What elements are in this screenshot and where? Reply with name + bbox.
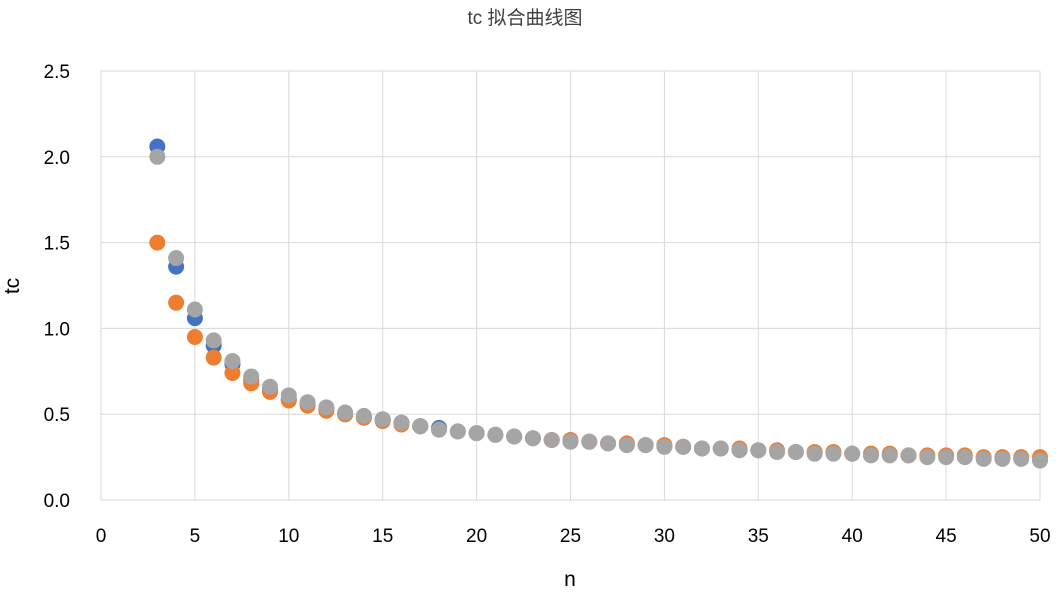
data-point	[618, 437, 635, 454]
data-point	[243, 368, 260, 385]
data-point	[149, 234, 166, 251]
data-point	[374, 411, 391, 428]
data-point	[205, 332, 222, 349]
data-point	[881, 447, 898, 464]
data-point	[825, 445, 842, 462]
data-point	[919, 449, 936, 466]
data-point	[280, 387, 297, 404]
data-point	[844, 445, 861, 462]
data-point	[581, 433, 598, 450]
data-point	[393, 414, 410, 431]
data-point	[675, 438, 692, 455]
y-tick-label: 1.5	[44, 234, 70, 255]
data-point	[750, 442, 767, 459]
x-tick-label: 15	[372, 526, 393, 547]
data-point	[731, 442, 748, 459]
x-tick-label: 20	[466, 526, 487, 547]
data-point	[224, 353, 241, 370]
y-tick-label: 2.0	[44, 148, 70, 169]
y-tick-label: 0.5	[44, 405, 70, 426]
data-point	[693, 440, 710, 457]
data-point	[712, 440, 729, 457]
data-point	[506, 428, 523, 445]
y-tick-label: 1.0	[44, 319, 70, 340]
data-point	[186, 301, 203, 318]
data-point	[186, 328, 203, 345]
data-point	[205, 349, 222, 366]
x-axis-title: n	[564, 568, 576, 591]
data-point	[975, 450, 992, 467]
data-point	[299, 394, 316, 411]
series-2	[149, 234, 1048, 466]
data-point	[168, 294, 185, 311]
chart-title: tc 拟合曲线图	[467, 7, 582, 29]
y-tick-label: 0.0	[44, 491, 70, 512]
series-3	[149, 148, 1048, 469]
data-point	[543, 431, 560, 448]
data-point	[862, 447, 879, 464]
data-points	[149, 138, 1048, 469]
x-tick-label: 40	[842, 526, 863, 547]
data-point	[600, 435, 617, 452]
data-point	[806, 445, 823, 462]
x-tick-label: 25	[560, 526, 581, 547]
data-point	[224, 365, 241, 382]
data-point	[487, 426, 504, 443]
x-tick-label: 5	[190, 526, 201, 547]
data-point	[355, 407, 372, 424]
x-tick-label: 30	[654, 526, 675, 547]
data-point	[656, 438, 673, 455]
x-tick-label: 50	[1029, 526, 1050, 547]
data-point	[994, 450, 1011, 467]
data-point	[562, 433, 579, 450]
data-point	[168, 250, 185, 267]
y-axis-ticks: 0.0 0.5 1.0 1.5 2.0 2.5	[44, 62, 70, 512]
x-tick-label: 10	[278, 526, 299, 547]
data-point	[431, 421, 448, 438]
data-point	[938, 449, 955, 466]
data-point	[637, 437, 654, 454]
data-point	[787, 443, 804, 460]
x-axis-ticks: 0 5 10 15 20 25 30 35 40 45 50	[96, 526, 1051, 547]
data-point	[449, 423, 466, 440]
gridlines	[100, 70, 1041, 501]
x-tick-label: 35	[748, 526, 769, 547]
data-point	[318, 399, 335, 416]
y-axis-title: tc	[1, 278, 24, 294]
data-point	[900, 447, 917, 464]
data-point	[262, 378, 279, 395]
data-point	[337, 404, 354, 421]
data-point	[149, 148, 166, 165]
data-point	[769, 443, 786, 460]
data-point	[1013, 450, 1030, 467]
data-point	[956, 449, 973, 466]
data-point	[1032, 452, 1048, 469]
series-1	[149, 138, 448, 436]
y-tick-label: 2.5	[44, 62, 70, 83]
data-point	[468, 425, 485, 442]
x-tick-label: 45	[936, 526, 957, 547]
data-point	[524, 430, 541, 447]
data-point	[412, 418, 429, 435]
x-tick-label: 0	[96, 526, 107, 547]
